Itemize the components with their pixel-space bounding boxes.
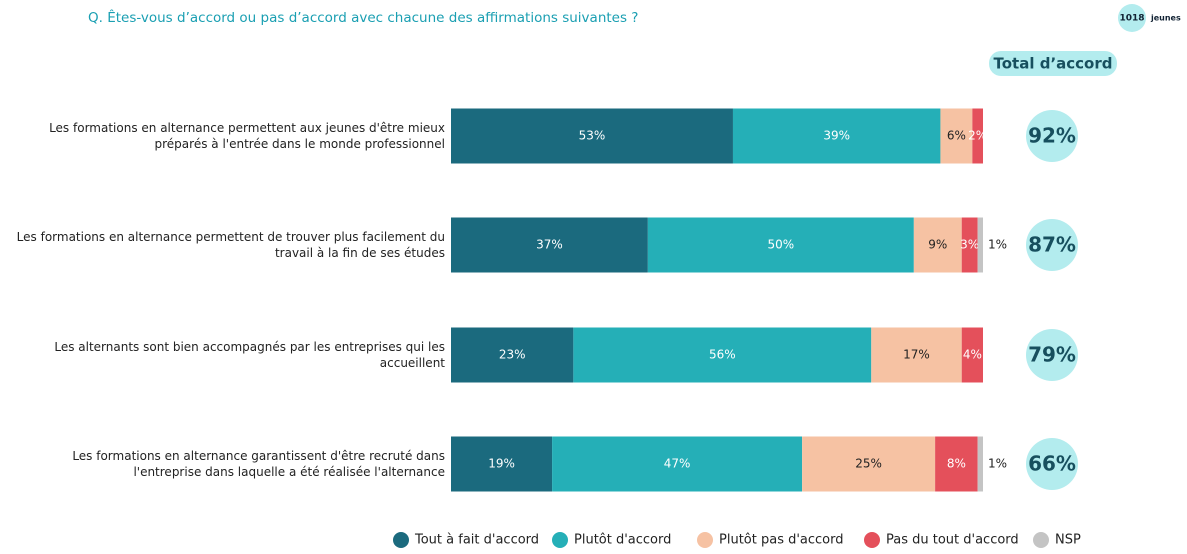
total-circle bbox=[1026, 110, 1078, 162]
legend-label: Pas du tout d'accord bbox=[886, 533, 1019, 548]
legend-label: NSP bbox=[1055, 533, 1081, 548]
legend-swatch bbox=[1033, 532, 1049, 548]
totals-header-bg bbox=[989, 51, 1117, 76]
legend-swatch bbox=[552, 532, 568, 548]
segment-label: 8% bbox=[947, 457, 966, 471]
segment-label: 53% bbox=[579, 129, 606, 143]
segment-label: 17% bbox=[903, 348, 930, 362]
segment-label: 2% bbox=[968, 129, 987, 143]
segment-label: 56% bbox=[709, 348, 736, 362]
bar-segment bbox=[871, 327, 962, 383]
legend-swatch bbox=[864, 532, 880, 548]
segment-label: 4% bbox=[963, 348, 982, 362]
bar-segment bbox=[961, 217, 978, 273]
bar-segment bbox=[940, 108, 973, 164]
bar-segment bbox=[552, 436, 803, 492]
bar-segment bbox=[647, 217, 914, 273]
segment-label: 19% bbox=[488, 457, 515, 471]
badge-count: 1018 bbox=[1119, 14, 1144, 24]
total-label: 92% bbox=[1028, 124, 1076, 148]
bar-segment bbox=[451, 217, 648, 273]
total-label: 87% bbox=[1028, 233, 1076, 257]
segment-label: 50% bbox=[768, 238, 795, 252]
segment-label: 1% bbox=[988, 238, 1007, 252]
total-circle bbox=[1026, 219, 1078, 271]
bar-segment bbox=[935, 436, 978, 492]
bar-segment bbox=[573, 327, 872, 383]
bar-segment bbox=[913, 217, 962, 273]
total-label: 79% bbox=[1028, 343, 1076, 367]
segment-label: 39% bbox=[823, 129, 850, 143]
category-label: Les formations en alternance permettent … bbox=[49, 121, 445, 151]
totals-header: Total d’accord bbox=[994, 55, 1113, 73]
badge-unit: jeunes bbox=[1150, 14, 1181, 23]
total-circle bbox=[1026, 438, 1078, 490]
bar-segment bbox=[972, 108, 983, 164]
bar-segment bbox=[451, 108, 733, 164]
bar-segment bbox=[451, 327, 574, 383]
category-label: Les alternants sont bien accompagnés par… bbox=[54, 340, 445, 370]
segment-label: 3% bbox=[960, 238, 979, 252]
total-label: 66% bbox=[1028, 452, 1076, 476]
badge-circle bbox=[1118, 4, 1146, 32]
segment-label: 1% bbox=[988, 457, 1007, 471]
bar-segment bbox=[732, 108, 941, 164]
bar-segment bbox=[961, 327, 983, 383]
segment-label: 6% bbox=[947, 129, 966, 143]
segment-label: 47% bbox=[664, 457, 691, 471]
chart-title: Q. Êtes-vous d’accord ou pas d’accord av… bbox=[88, 8, 638, 26]
legend-swatch bbox=[393, 532, 409, 548]
segment-label: 9% bbox=[928, 238, 947, 252]
bar-segment bbox=[451, 436, 553, 492]
legend-label: Plutôt d'accord bbox=[574, 533, 671, 548]
segment-label: 23% bbox=[499, 348, 526, 362]
segment-label: 25% bbox=[855, 457, 882, 471]
bar-segment bbox=[977, 436, 983, 492]
total-circle bbox=[1026, 329, 1078, 381]
legend-swatch bbox=[697, 532, 713, 548]
legend-label: Plutôt pas d'accord bbox=[719, 533, 844, 548]
bar-segment bbox=[977, 217, 983, 273]
bar-segment bbox=[802, 436, 936, 492]
legend-label: Tout à fait d'accord bbox=[414, 533, 539, 548]
category-label: Les formations en alternance garantissen… bbox=[72, 449, 445, 479]
segment-label: 37% bbox=[536, 238, 563, 252]
category-label: Les formations en alternance permettent … bbox=[16, 230, 445, 260]
